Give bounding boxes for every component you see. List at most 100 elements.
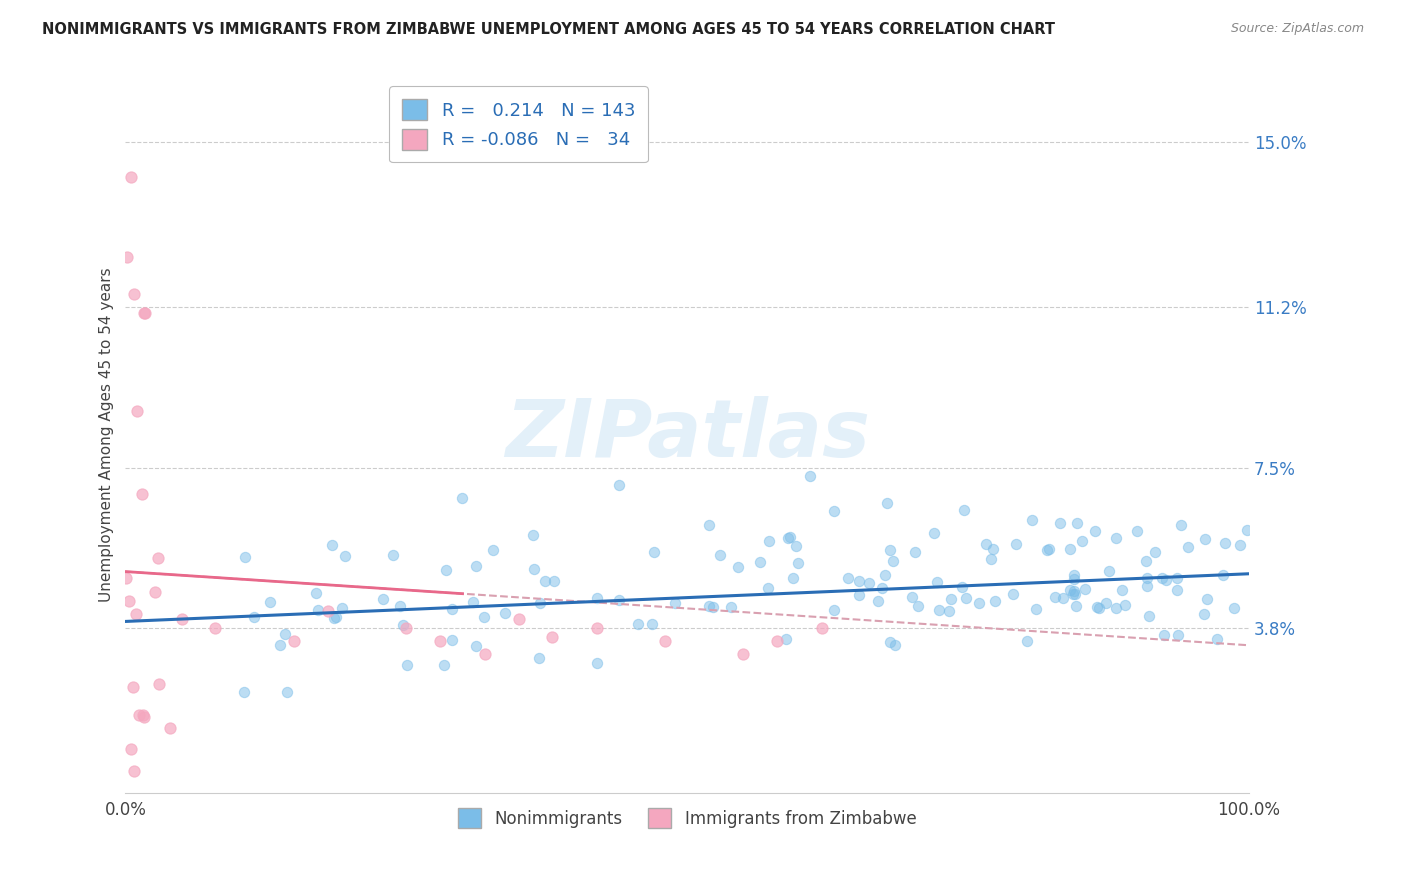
Point (1084, 524, 1107, 538)
Point (434, 563, 457, 577)
Point (120, 170, 142, 185)
Point (955, 591, 977, 605)
Point (967, 597, 990, 611)
Point (950, 580, 973, 594)
Text: ZIPatlas: ZIPatlas (505, 396, 870, 474)
Point (654, 634, 676, 648)
Point (1036, 542, 1059, 557)
Point (643, 545, 665, 559)
Point (787, 556, 810, 570)
Point (120, 742, 142, 756)
Point (733, 647, 755, 661)
Point (1064, 587, 1087, 601)
Point (823, 603, 845, 617)
Point (907, 599, 929, 613)
Point (1059, 541, 1081, 556)
Point (1152, 571, 1174, 585)
Point (1236, 523, 1258, 537)
Point (939, 592, 962, 607)
Point (879, 635, 901, 649)
Point (876, 496, 898, 510)
Point (1087, 601, 1109, 615)
Point (316, 604, 339, 618)
Point (170, 612, 193, 626)
Point (115, 250, 138, 264)
Point (451, 491, 474, 505)
Point (259, 595, 281, 609)
Point (981, 542, 1004, 557)
Point (870, 581, 893, 595)
Point (866, 593, 889, 607)
Point (953, 503, 976, 517)
Point (276, 685, 298, 699)
Point (146, 551, 169, 566)
Point (269, 638, 291, 652)
Point (858, 575, 880, 590)
Point (980, 552, 1002, 566)
Point (395, 621, 418, 635)
Point (122, 680, 145, 694)
Point (474, 647, 496, 661)
Point (1212, 568, 1234, 582)
Point (381, 548, 404, 562)
Point (1025, 602, 1047, 616)
Legend: Nonimmigrants, Immigrants from Zimbabwe: Nonimmigrants, Immigrants from Zimbabwe (451, 802, 922, 834)
Point (433, 657, 456, 672)
Point (529, 596, 551, 610)
Point (1195, 591, 1218, 606)
Point (609, 478, 631, 492)
Point (748, 555, 770, 569)
Point (1192, 607, 1215, 621)
Point (159, 721, 181, 735)
Point (543, 574, 565, 588)
Point (1017, 633, 1039, 648)
Point (145, 585, 167, 599)
Point (609, 592, 631, 607)
Point (1066, 516, 1088, 530)
Point (925, 575, 948, 590)
Point (243, 610, 266, 624)
Point (586, 621, 609, 635)
Point (664, 596, 686, 610)
Point (125, 404, 148, 418)
Text: NONIMMIGRANTS VS IMMIGRANTS FROM ZIMBABWE UNEMPLOYMENT AMONG AGES 45 TO 54 YEARS: NONIMMIGRANTS VS IMMIGRANTS FROM ZIMBABW… (42, 22, 1054, 37)
Point (124, 287, 146, 301)
Point (720, 600, 742, 615)
Point (527, 650, 550, 665)
Point (983, 594, 1005, 608)
Point (388, 599, 411, 613)
Point (1085, 599, 1108, 614)
Point (396, 658, 419, 673)
Point (1166, 571, 1188, 585)
Point (879, 542, 901, 557)
Point (766, 634, 789, 648)
Point (1223, 601, 1246, 615)
Point (1043, 590, 1066, 604)
Point (464, 559, 486, 574)
Point (128, 707, 150, 722)
Point (134, 709, 156, 723)
Point (1177, 540, 1199, 554)
Point (1063, 572, 1085, 586)
Point (697, 599, 720, 613)
Point (900, 590, 922, 604)
Point (848, 574, 870, 589)
Point (305, 586, 328, 600)
Point (541, 630, 564, 644)
Point (1153, 628, 1175, 642)
Point (848, 588, 870, 602)
Point (1064, 599, 1087, 614)
Point (702, 600, 724, 615)
Point (1143, 544, 1166, 558)
Point (325, 610, 347, 624)
Point (1136, 579, 1159, 593)
Point (132, 708, 155, 723)
Point (508, 612, 530, 626)
Point (585, 591, 607, 605)
Point (472, 610, 495, 624)
Point (727, 559, 749, 574)
Point (709, 548, 731, 562)
Point (131, 486, 153, 500)
Point (1167, 628, 1189, 642)
Point (463, 595, 485, 609)
